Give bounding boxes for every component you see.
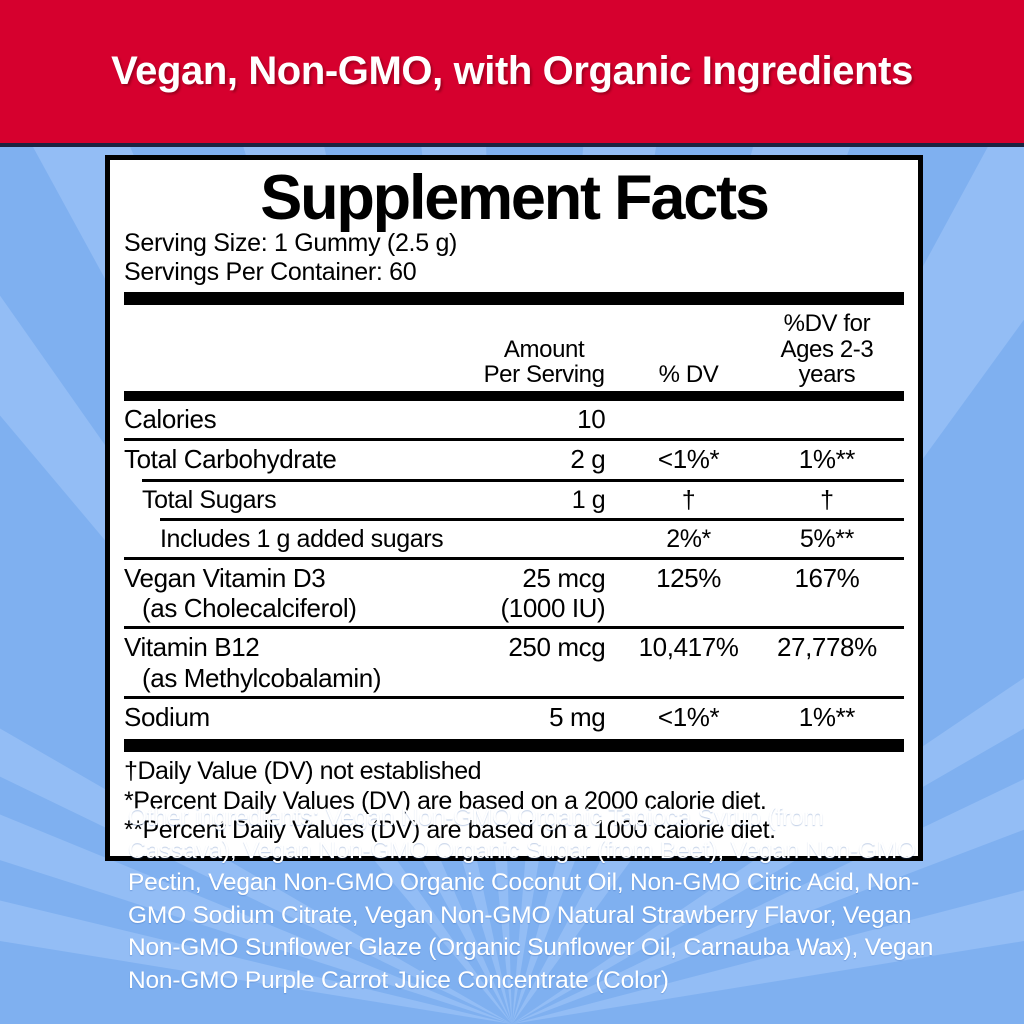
table-row: Sodium 5 mg <1%* 1%** xyxy=(124,699,904,736)
table-row: Vegan Vitamin D3 (as Cholecalciferol) 25 m… xyxy=(124,560,904,628)
row-dv-ages: 1%** xyxy=(798,702,856,733)
footnotes: †Daily Value (DV) not established *Perce… xyxy=(124,757,904,846)
row-label: Total Carbohydrate xyxy=(124,444,337,475)
row-divider xyxy=(124,517,904,521)
row-dv: 2%* xyxy=(666,524,711,553)
row-divider xyxy=(124,478,904,482)
table-row: Total Sugars 1 g † † xyxy=(124,482,904,518)
row-amount: 250 mcg xyxy=(508,632,606,663)
row-dv-ages: 27,778% xyxy=(776,632,877,663)
row-label: Vegan Vitamin D3 xyxy=(124,562,326,593)
header-cell-dv: % DV xyxy=(658,361,719,389)
row-label: Total Sugars xyxy=(142,485,277,514)
other-ingredients-text: Other ingredients: Vegan Non-GMO Organic… xyxy=(128,804,934,994)
row-dv xyxy=(627,401,750,440)
row-divider xyxy=(124,438,904,443)
row-label: Sodium xyxy=(124,702,210,733)
table-row: Total Carbohydrate 2 g <1%* 1%** xyxy=(124,441,904,478)
row-dv-ages: † xyxy=(820,485,834,514)
nutrition-table: Amount Per Serving % DV %DV for Ages 2-3 yea… xyxy=(124,305,904,736)
row-amount: 2 g xyxy=(570,444,606,475)
banner-divider xyxy=(0,143,1024,147)
row-divider xyxy=(124,626,904,631)
row-amount-secondary: (1000 IU) xyxy=(500,592,606,623)
row-amount: 1 g xyxy=(571,485,606,514)
header-cell-name xyxy=(124,305,461,391)
banner-title: Vegan, Non-GMO, with Organic Ingredients xyxy=(111,49,913,93)
servings-per-container: Servings Per Container: 60 xyxy=(124,257,417,286)
thick-divider-top xyxy=(124,292,904,306)
header-cell-dv-ages: %DV for Ages 2-3 years xyxy=(780,310,874,389)
row-sublabel: (as Cholecalciferol) xyxy=(142,592,357,623)
row-dv-ages: 167% xyxy=(794,562,860,593)
row-amount: 25 mcg xyxy=(522,562,606,593)
header-banner: Vegan, Non-GMO, with Organic Ingredients xyxy=(0,0,1024,143)
row-amount: 5 mg xyxy=(549,702,606,733)
footnote-single-star: *Percent Daily Values (DV) are based on … xyxy=(124,786,767,815)
row-dv: <1%* xyxy=(657,702,720,733)
serving-size: Serving Size: 1 Gummy (2.5 g) xyxy=(124,229,458,258)
row-dv: 125% xyxy=(656,562,721,593)
supplement-facts-panel: Supplement Facts Serving Size: 1 Gummy (… xyxy=(105,155,923,861)
row-divider xyxy=(124,696,904,700)
footnote-dagger: †Daily Value (DV) not established xyxy=(124,757,482,786)
row-dv-ages xyxy=(750,401,904,440)
row-dv: 10,417% xyxy=(638,632,739,663)
header-underbar xyxy=(124,391,904,402)
thick-divider-bottom xyxy=(124,739,904,753)
table-header-row: Amount Per Serving % DV %DV for Ages 2-3 yea… xyxy=(124,305,904,391)
row-dv: † xyxy=(681,485,696,514)
row-sublabel: (as Methylcobalamin) xyxy=(142,662,382,693)
table-row: Calories 10 xyxy=(124,401,904,440)
panel-title: Supplement Facts xyxy=(260,163,770,233)
row-dv-ages: 1%** xyxy=(798,444,856,475)
row-label: Vitamin B12 xyxy=(124,632,260,663)
row-divider xyxy=(124,556,904,561)
row-dv-ages: 5%** xyxy=(799,524,854,553)
table-row: Vitamin B12 (as Methylcobalamin) 250 mcg 10… xyxy=(124,629,904,697)
row-dv: <1%* xyxy=(657,444,720,475)
header-cell-amount: Amount Per Serving xyxy=(483,335,605,389)
row-label: Includes 1 g added sugars xyxy=(160,524,444,553)
row-amount: 10 xyxy=(577,404,606,435)
row-label: Calories xyxy=(124,404,217,435)
footnote-double-star: **Percent Daily Values (DV) are based on… xyxy=(124,816,776,845)
table-row: Includes 1 g added sugars 2%* 5%** xyxy=(124,521,904,559)
